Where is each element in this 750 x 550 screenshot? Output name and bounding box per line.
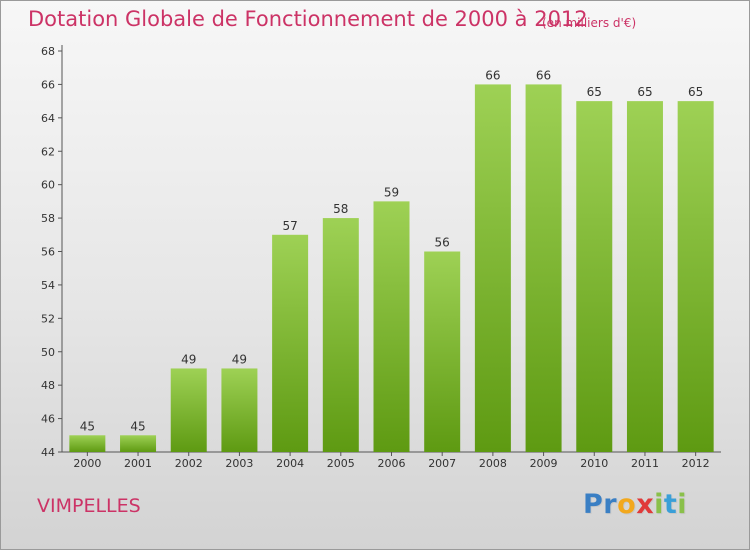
x-tick-label: 2000 — [73, 457, 101, 470]
bar — [272, 234, 309, 452]
bar-value-label: 65 — [587, 85, 602, 99]
y-tick-label: 62 — [41, 145, 55, 158]
bar-value-label: 45 — [130, 419, 145, 433]
bar-value-label: 65 — [637, 85, 652, 99]
logo-letter: r — [603, 489, 618, 520]
bar-value-label: 65 — [688, 85, 703, 99]
y-tick-label: 58 — [41, 212, 55, 225]
x-tick-label: 2009 — [530, 457, 558, 470]
proxiti-logo: Proxiti — [583, 489, 687, 520]
bar — [626, 101, 663, 452]
y-tick-label: 54 — [41, 279, 55, 292]
chart-subtitle: (en milliers d'€) — [542, 16, 637, 30]
bar — [525, 84, 562, 453]
x-tick-label: 2008 — [479, 457, 507, 470]
y-tick-label: 48 — [41, 379, 55, 392]
bar — [69, 435, 106, 452]
bar-value-label: 66 — [485, 68, 500, 82]
y-tick-label: 64 — [41, 112, 55, 125]
logo-letter: x — [636, 489, 655, 520]
y-tick-label: 56 — [41, 246, 55, 259]
y-tick-label: 52 — [41, 312, 55, 325]
bar — [576, 101, 613, 452]
bar-value-label: 58 — [333, 202, 348, 216]
logo-letter: o — [617, 489, 637, 520]
bar — [677, 101, 714, 452]
y-tick-label: 50 — [41, 346, 55, 359]
bar — [373, 201, 410, 452]
x-tick-label: 2005 — [327, 457, 355, 470]
logo-letter: t — [663, 489, 678, 520]
y-tick-label: 68 — [41, 45, 55, 58]
bar-value-label: 66 — [536, 68, 551, 82]
logo-letter: i — [677, 489, 688, 520]
x-tick-label: 2012 — [682, 457, 710, 470]
bar — [120, 435, 157, 452]
x-tick-label: 2011 — [631, 457, 659, 470]
bar — [424, 251, 461, 452]
logo-letter: P — [583, 489, 604, 520]
bar — [170, 368, 207, 452]
x-tick-label: 2007 — [428, 457, 456, 470]
bar — [322, 218, 359, 452]
y-tick-label: 60 — [41, 179, 55, 192]
x-tick-label: 2001 — [124, 457, 152, 470]
y-tick-label: 66 — [41, 78, 55, 91]
bar-value-label: 57 — [282, 219, 297, 233]
bar-value-label: 59 — [384, 185, 399, 199]
chart-title: Dotation Globale de Fonctionnement de 20… — [28, 7, 588, 31]
bar — [221, 368, 258, 452]
x-tick-label: 2003 — [225, 457, 253, 470]
bar-value-label: 56 — [435, 236, 450, 250]
x-tick-label: 2004 — [276, 457, 304, 470]
bar-value-label: 49 — [181, 352, 196, 366]
x-tick-label: 2010 — [580, 457, 608, 470]
logo-letter: i — [654, 489, 664, 520]
commune-name: VIMPELLES — [37, 495, 141, 517]
x-tick-label: 2006 — [378, 457, 406, 470]
y-tick-label: 44 — [41, 446, 55, 459]
y-tick-label: 46 — [41, 413, 55, 426]
bar-value-label: 49 — [232, 352, 247, 366]
bar-value-label: 45 — [80, 419, 95, 433]
bar — [474, 84, 511, 453]
x-tick-label: 2002 — [175, 457, 203, 470]
